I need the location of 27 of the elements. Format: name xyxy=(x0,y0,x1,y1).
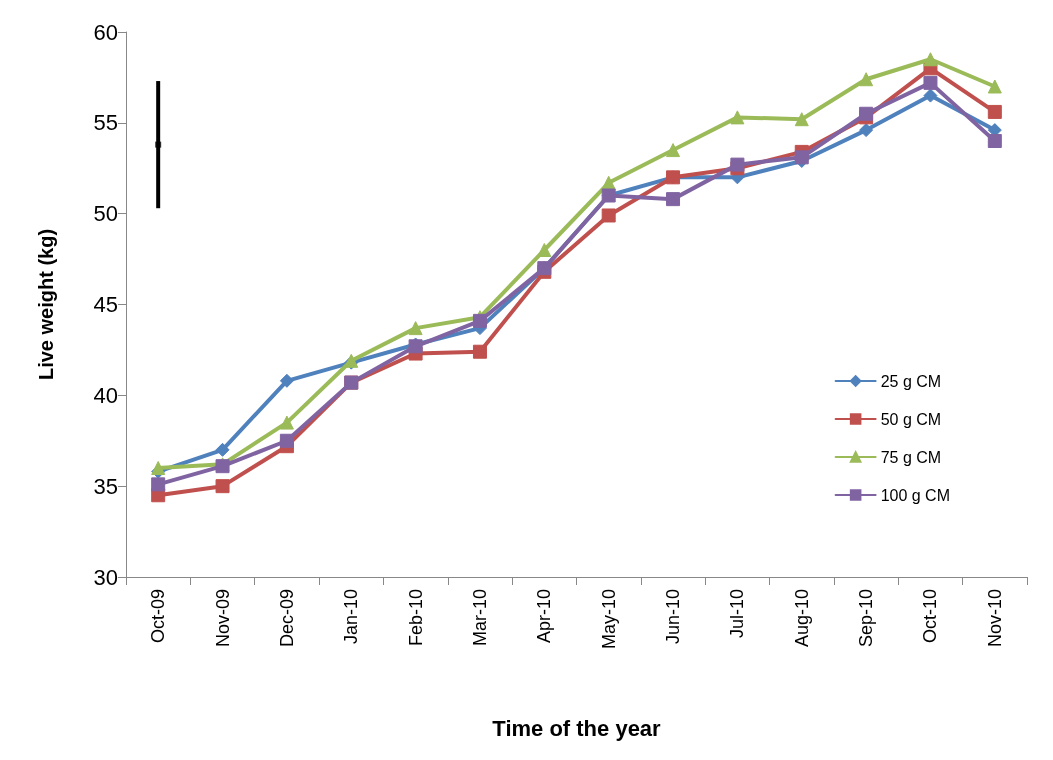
y-tick-label: 35 xyxy=(93,473,118,499)
x-tick-label: Nov-10 xyxy=(984,589,1005,648)
y-tick-label: 40 xyxy=(93,382,118,408)
y-axis-title: Live weight (kg) xyxy=(35,228,57,381)
x-tick-label: Oct-09 xyxy=(148,589,169,644)
y-tick-label: 60 xyxy=(93,19,118,45)
y-tick-label: 45 xyxy=(93,292,118,317)
legend-label: 75 g CM xyxy=(880,448,942,466)
x-tick-label: Nov-09 xyxy=(212,589,233,648)
x-tick-label: Feb-10 xyxy=(405,589,426,647)
x-tick-label: Jan-10 xyxy=(341,589,362,645)
x-axis-title: Time of the year xyxy=(492,715,662,741)
y-tick-label: 50 xyxy=(93,201,118,227)
x-tick-label: Aug-10 xyxy=(791,589,812,648)
legend-label: 100 g CM xyxy=(880,486,951,504)
x-tick-label: Jul-10 xyxy=(727,589,748,639)
y-tick-label: 55 xyxy=(93,110,118,136)
legend-label: 25 g CM xyxy=(880,372,942,390)
x-tick-label: Apr-10 xyxy=(534,589,555,644)
x-tick-label: Sep-10 xyxy=(856,589,877,648)
x-tick-label: Dec-09 xyxy=(276,589,297,648)
x-tick-label: Jun-10 xyxy=(663,589,684,645)
legend-label: 50 g CM xyxy=(880,410,942,428)
x-tick-label: May-10 xyxy=(598,589,619,650)
y-tick-label: 30 xyxy=(93,564,118,590)
x-tick-label: Oct-10 xyxy=(920,589,941,644)
x-tick-label: Mar-10 xyxy=(469,589,490,647)
